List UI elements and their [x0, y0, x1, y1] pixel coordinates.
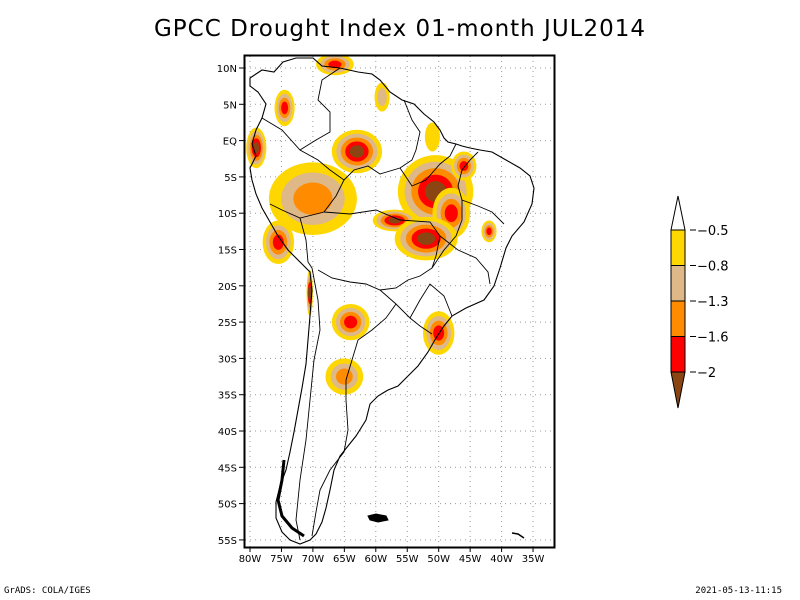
drought-contour [328, 60, 342, 69]
drought-region-goias [394, 216, 458, 261]
drought-contour [486, 227, 492, 236]
drought-region-rio-negro [331, 129, 383, 174]
drought-contour [424, 122, 440, 152]
lat-tick-label: 10S [218, 209, 237, 220]
drought-contour [377, 88, 387, 106]
lat-tick-label: 5S [224, 173, 237, 184]
drought-shading [246, 56, 497, 395]
drought-contour [281, 101, 289, 115]
drought-contour [293, 182, 333, 215]
drought-region-peru-south [262, 220, 295, 265]
drought-region-northern-colombia [316, 56, 354, 76]
lon-tick-label: 50W [427, 554, 450, 565]
falkland-islands [367, 513, 389, 523]
drought-region-western-amazon [268, 162, 357, 235]
lat-tick-label: 55S [218, 536, 237, 547]
grads-credit: GrADS: COLA/IGES [4, 586, 91, 596]
drought-region-cordoba-argentina [325, 358, 364, 395]
lat-tick-label: 50S [218, 500, 237, 511]
country-borders [261, 67, 505, 541]
map-grid [245, 56, 554, 547]
drought-contour [272, 234, 284, 250]
drought-contour [444, 204, 458, 223]
drought-contour [307, 286, 312, 300]
drought-contour [459, 160, 469, 172]
drought-contour [417, 232, 436, 245]
colorbar-segment [670, 265, 686, 302]
colorbar-top-arrow [670, 195, 686, 231]
colorbar-bottom-arrow [670, 371, 686, 409]
drought-region-colombia-west [274, 89, 295, 127]
colorbar-segment [670, 336, 686, 373]
colorbar-label: −1.6 [697, 331, 729, 346]
lat-tick-label: 15S [218, 246, 237, 257]
lon-tick-label: 55W [396, 554, 419, 565]
drought-region-bahia-east [481, 220, 497, 243]
colorbar-label: −0.5 [697, 224, 729, 239]
lat-tick-label: 40S [218, 427, 237, 438]
lat-tick-label: 35S [218, 391, 237, 402]
lat-tick-label: 5N [223, 100, 237, 111]
axis-ticks: 80W 75W 70W 65W 60W 55W 50W 45W 40W 35W 10N 5N EQ 5S 1… [217, 64, 545, 565]
drought-contour [388, 217, 401, 224]
lon-tick-label: 45W [459, 554, 482, 565]
lat-tick-label: 20S [218, 282, 237, 293]
drought-region-amapa [424, 122, 440, 152]
colorbar: −0.5 −0.8 −1.3 −1.6 −2 [670, 195, 729, 409]
map-frame [243, 54, 556, 549]
drought-region-maranhao [451, 151, 477, 181]
lat-tick-label: 25S [218, 318, 237, 329]
chart-title: GPCC Drought Index 01-month JUL2014 [153, 16, 647, 42]
drought-contour [335, 368, 353, 385]
lat-tick-label: 10N [217, 64, 237, 75]
lon-tick-label: 35W [522, 554, 545, 565]
timestamp: 2021-05-13-11:15 [695, 586, 782, 596]
lon-tick-label: 60W [364, 554, 387, 565]
colorbar-label: −1.3 [697, 295, 729, 310]
south-georgia [511, 532, 525, 539]
drought-contour [344, 315, 358, 329]
drought-region-northwest-argentina [331, 303, 370, 341]
lon-tick-label: 75W [270, 554, 293, 565]
lon-tick-label: 40W [490, 554, 513, 565]
drought-contour [349, 145, 365, 158]
colorbar-segment [670, 300, 686, 337]
lon-tick-label: 80W [239, 554, 262, 565]
lat-tick-label: EQ [223, 137, 237, 148]
colorbar-segment [670, 229, 686, 266]
drought-region-guyana-coast [374, 82, 390, 112]
colorbar-label: −0.8 [697, 260, 729, 275]
lon-tick-label: 65W [333, 554, 356, 565]
lat-tick-label: 45S [218, 463, 237, 474]
coastlines [249, 57, 535, 545]
colorbar-label: −2 [697, 366, 716, 381]
lon-tick-label: 70W [302, 554, 325, 565]
drought-region-ecuador-coast [246, 127, 267, 169]
continent-outline [249, 57, 535, 545]
drought-contour [253, 142, 260, 154]
chilean-fjords [276, 459, 305, 538]
lat-tick-label: 30S [218, 354, 237, 365]
